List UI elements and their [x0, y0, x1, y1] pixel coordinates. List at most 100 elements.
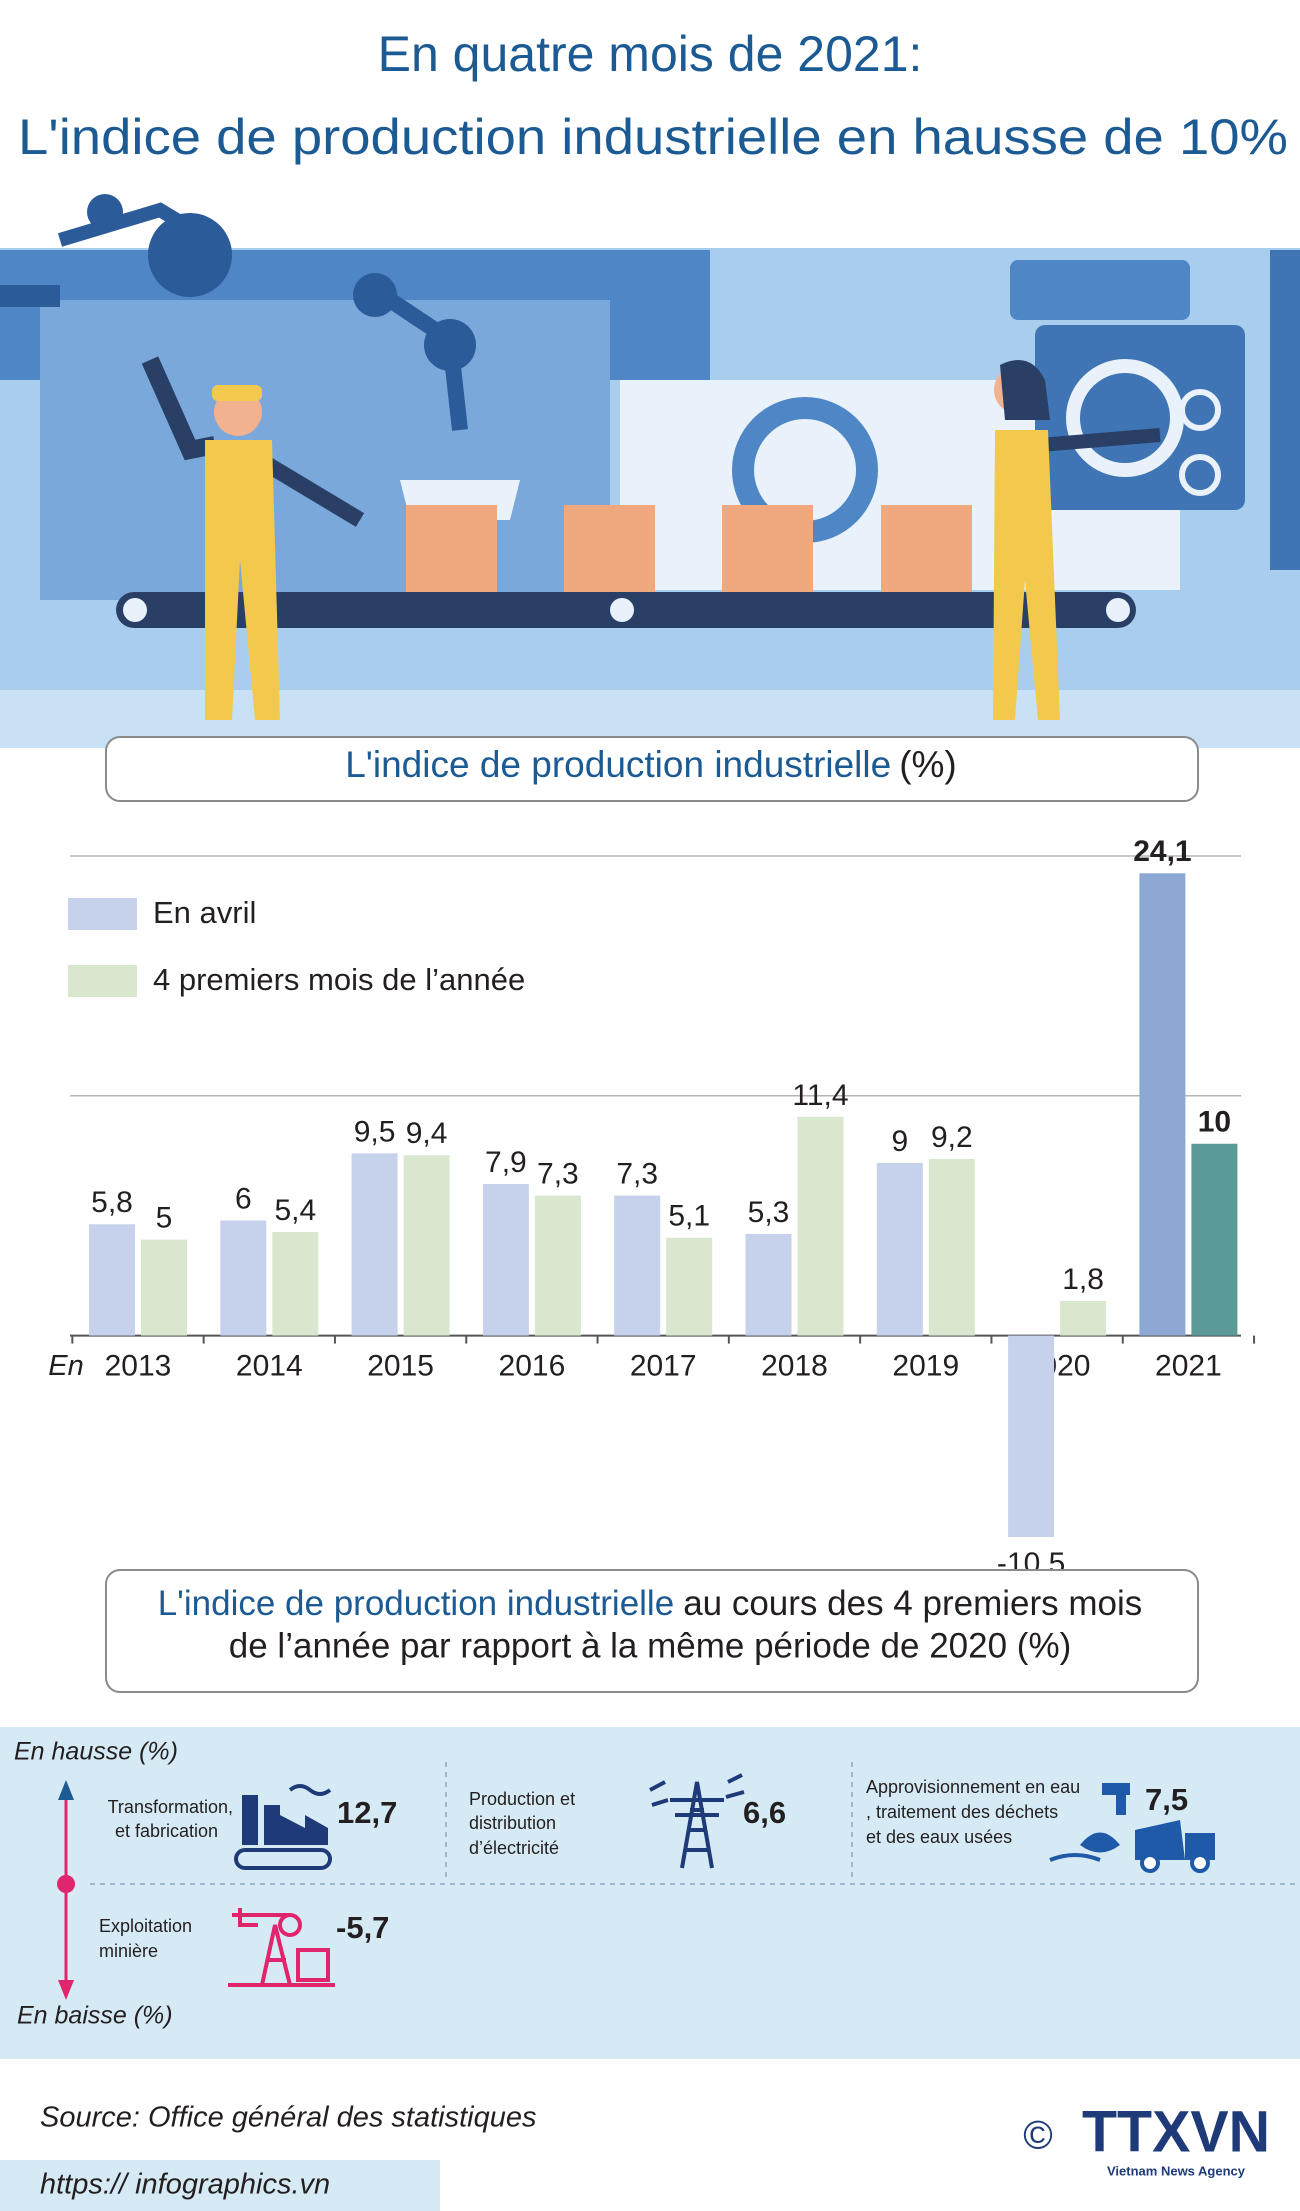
bar [1139, 873, 1186, 1336]
sector-value: 7,5 [1145, 1782, 1188, 1817]
url[interactable]: https:// infographics.vn [40, 2169, 330, 2201]
bar [482, 1184, 529, 1336]
box [881, 505, 972, 592]
bar [141, 1239, 187, 1336]
center-dot [57, 1875, 75, 1893]
gauge [1179, 389, 1221, 431]
value-label: 5 [156, 1202, 173, 1235]
legend-swatch [68, 965, 137, 997]
box [722, 505, 813, 592]
roller [610, 598, 634, 622]
chart-title: L'indice de production industrielle (%) [345, 744, 957, 785]
value-label: 9,2 [931, 1121, 973, 1154]
robot-joint [424, 319, 476, 371]
box [406, 505, 497, 592]
bar [876, 1162, 923, 1336]
bar [797, 1116, 844, 1336]
machine-side [1270, 250, 1300, 570]
value-label: 5,3 [748, 1196, 790, 1229]
bar [928, 1159, 975, 1336]
x-tick-label: 2021 [1155, 1349, 1222, 1382]
roller [1106, 598, 1130, 622]
x-tick-label: 2018 [761, 1349, 828, 1382]
box [564, 505, 655, 592]
robot-joint [353, 273, 397, 317]
breakdown-title-rest: au cours des 4 premiers mois [683, 1584, 1142, 1623]
x-axis-label: En [48, 1350, 83, 1382]
x-tick-label: 2016 [499, 1349, 566, 1382]
value-label: 9,4 [406, 1117, 448, 1150]
worker-body [993, 430, 1060, 720]
url-band [0, 2160, 440, 2211]
gauge [1179, 454, 1221, 496]
value-label: 1,8 [1062, 1263, 1104, 1296]
legend-label: En avril [153, 895, 256, 930]
bar [351, 1153, 398, 1336]
down-arrow [58, 1980, 74, 2000]
value-label: 10 [1198, 1106, 1231, 1139]
value-label: 9,5 [354, 1115, 396, 1148]
up-arrow [58, 1780, 74, 1800]
sector-name: minière [99, 1941, 158, 1961]
sector-name: et fabrication [115, 1821, 218, 1841]
value-label: 7,3 [537, 1157, 579, 1190]
value-label: 24,1 [1133, 835, 1191, 868]
bar [403, 1155, 450, 1336]
x-tick-label: 2014 [236, 1349, 303, 1382]
bar [220, 1220, 267, 1336]
sector-name: Transformation, [108, 1797, 233, 1817]
illustration [0, 194, 1300, 748]
bar [745, 1233, 792, 1336]
up-label: En hausse (%) [14, 1738, 178, 1766]
bar [534, 1195, 581, 1336]
sector-value: 12,7 [337, 1795, 397, 1830]
logo-copyright: © [1023, 2114, 1052, 2158]
sector-name: , traitement des déchets [866, 1802, 1058, 1822]
sector-value: -5,7 [336, 1910, 389, 1945]
down-label: En baisse (%) [17, 2002, 173, 2030]
x-tick-label: 2015 [367, 1349, 434, 1382]
sector-name: Production et [469, 1789, 575, 1809]
sector-name: et des eaux usées [866, 1827, 1012, 1847]
roller [123, 598, 147, 622]
worker-hair [1000, 360, 1050, 420]
breakdown-title-box [105, 1569, 1199, 1693]
machine-body [40, 300, 610, 600]
worker-cap [212, 385, 262, 401]
robot-joint [148, 213, 232, 297]
value-label: 9 [891, 1125, 908, 1158]
breakdown-title: L'indice de production industrielle au co… [158, 1584, 1143, 1623]
sector-name: Approvisionnement en eau [866, 1777, 1080, 1797]
legend-swatch [68, 898, 137, 930]
bar [666, 1237, 713, 1336]
factory-icon [234, 1784, 332, 1870]
robot-hand [0, 285, 60, 307]
bar [1060, 1301, 1107, 1336]
screen [1010, 260, 1190, 320]
value-label: 6 [235, 1182, 252, 1215]
logo-name: TTXVN [1082, 2099, 1270, 2164]
sector-name: distribution [469, 1813, 556, 1833]
value-label: 11,4 [792, 1079, 848, 1112]
chart-title-unit: (%) [899, 744, 957, 785]
value-label: 5,8 [91, 1186, 133, 1219]
tower-icon [649, 1773, 745, 1869]
pump-icon [228, 1908, 335, 1987]
logo-tagline: Vietnam News Agency [1107, 2163, 1246, 2178]
bar-chart: En 2013 5,8 5 2014 6 5,4 2015 9,5 9,4 2016 7,9 7,3 20… [48, 835, 1256, 1580]
water-icon [1049, 1783, 1215, 1873]
x-tick-label: 2013 [105, 1349, 172, 1382]
screen [1035, 325, 1245, 510]
worker-body [205, 440, 280, 720]
source: Source: Office général des statistiques [40, 2102, 536, 2134]
worker-arm [255, 453, 365, 527]
chart-title-text: L'indice de production industrielle [345, 744, 891, 785]
worker-arm [1039, 428, 1161, 452]
breakdown-band [0, 1727, 1300, 2059]
bar [1191, 1143, 1238, 1336]
bar [614, 1195, 661, 1336]
legend-label: 4 premiers mois de l’année [153, 962, 525, 997]
value-label: 5,1 [668, 1200, 710, 1233]
bar [1008, 1335, 1055, 1537]
